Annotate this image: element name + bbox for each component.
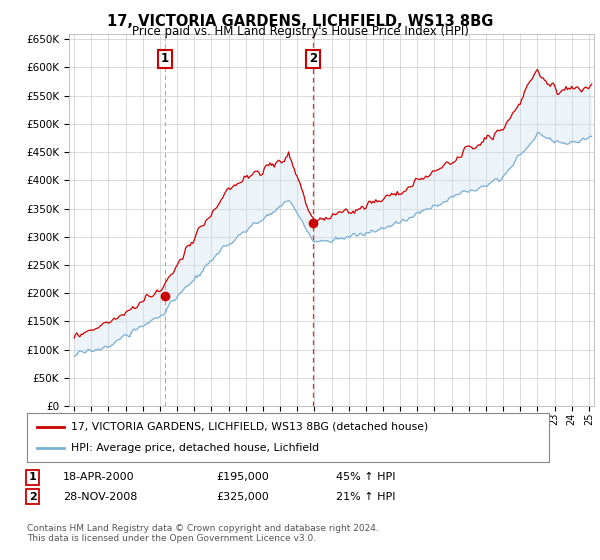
Text: 21% ↑ HPI: 21% ↑ HPI — [336, 492, 395, 502]
Text: 1: 1 — [29, 472, 37, 482]
Text: 17, VICTORIA GARDENS, LICHFIELD, WS13 8BG (detached house): 17, VICTORIA GARDENS, LICHFIELD, WS13 8B… — [71, 422, 428, 432]
Text: 45% ↑ HPI: 45% ↑ HPI — [336, 472, 395, 482]
Text: 1: 1 — [161, 53, 169, 66]
Text: £325,000: £325,000 — [216, 492, 269, 502]
Text: Contains HM Land Registry data © Crown copyright and database right 2024.
This d: Contains HM Land Registry data © Crown c… — [27, 524, 379, 543]
Text: 28-NOV-2008: 28-NOV-2008 — [63, 492, 137, 502]
Text: 17, VICTORIA GARDENS, LICHFIELD, WS13 8BG: 17, VICTORIA GARDENS, LICHFIELD, WS13 8B… — [107, 14, 493, 29]
Text: 2: 2 — [309, 53, 317, 66]
Text: HPI: Average price, detached house, Lichfield: HPI: Average price, detached house, Lich… — [71, 443, 319, 453]
Text: 18-APR-2000: 18-APR-2000 — [63, 472, 134, 482]
Text: £195,000: £195,000 — [216, 472, 269, 482]
Text: Price paid vs. HM Land Registry's House Price Index (HPI): Price paid vs. HM Land Registry's House … — [131, 25, 469, 38]
Text: 2: 2 — [29, 492, 37, 502]
